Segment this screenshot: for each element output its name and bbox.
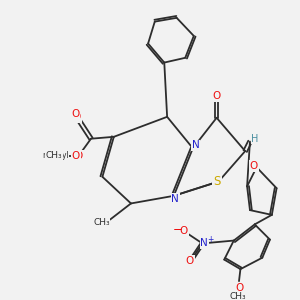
Text: N: N	[171, 194, 179, 204]
Text: N: N	[200, 238, 208, 248]
Text: S: S	[213, 175, 221, 188]
Text: O: O	[72, 151, 80, 161]
Text: CH₃: CH₃	[229, 292, 246, 300]
Text: O: O	[180, 226, 188, 236]
Text: −: −	[172, 223, 182, 236]
Text: H: H	[251, 134, 259, 144]
Text: O: O	[250, 161, 258, 171]
Text: CH₃: CH₃	[46, 152, 62, 160]
Text: N: N	[192, 140, 200, 150]
Text: CH₃: CH₃	[93, 218, 110, 227]
Text: O: O	[212, 91, 221, 101]
Text: O: O	[235, 283, 243, 293]
Text: O: O	[73, 112, 81, 122]
Text: O: O	[74, 151, 83, 161]
Text: O: O	[71, 109, 80, 119]
Text: O: O	[186, 256, 194, 266]
Text: methyl: methyl	[42, 152, 69, 160]
Text: +: +	[207, 235, 214, 244]
